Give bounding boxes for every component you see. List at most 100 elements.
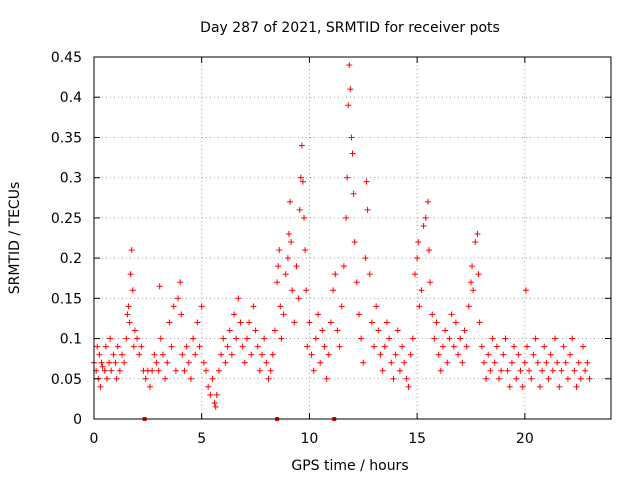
data-point	[190, 335, 197, 342]
data-point	[168, 343, 175, 350]
data-point	[551, 335, 558, 342]
data-point	[315, 311, 322, 318]
data-point	[424, 198, 431, 205]
data-point	[528, 375, 535, 382]
data-point	[327, 319, 334, 326]
x-tick-label: 0	[90, 431, 99, 447]
data-point	[536, 383, 543, 390]
data-point	[571, 367, 578, 374]
data-point	[231, 311, 238, 318]
data-point	[287, 198, 294, 205]
data-point	[301, 214, 308, 221]
data-point	[405, 383, 412, 390]
data-point	[564, 375, 571, 382]
data-point	[142, 375, 149, 382]
y-tick-label: 0.1	[60, 332, 82, 348]
data-point	[218, 351, 225, 358]
data-point	[348, 134, 355, 141]
data-point	[267, 367, 274, 374]
data-point	[350, 190, 357, 197]
data-point	[463, 343, 470, 350]
data-point	[325, 351, 332, 358]
data-point	[198, 303, 205, 310]
data-point	[125, 303, 132, 310]
data-point	[308, 351, 315, 358]
data-point	[306, 319, 313, 326]
data-point	[415, 239, 422, 246]
data-point	[250, 303, 257, 310]
data-point	[248, 351, 255, 358]
data-point	[156, 283, 163, 290]
data-point	[448, 311, 455, 318]
data-point	[213, 391, 220, 398]
data-point	[183, 343, 190, 350]
data-point	[431, 335, 438, 342]
data-point	[515, 351, 522, 358]
data-point	[401, 359, 408, 366]
data-point	[126, 319, 133, 326]
data-point	[346, 62, 353, 69]
y-tick-label: 0.3	[60, 171, 82, 187]
data-point	[575, 359, 582, 366]
chart-title: Day 287 of 2021, SRMTID for receiver pot…	[200, 20, 500, 36]
data-point	[362, 255, 369, 262]
data-point	[452, 319, 459, 326]
data-point	[101, 367, 108, 374]
data-point	[420, 222, 427, 229]
data-point	[113, 375, 120, 382]
data-point	[347, 86, 354, 93]
x-tick-label: 5	[197, 431, 206, 447]
data-point	[433, 319, 440, 326]
data-point	[239, 343, 246, 350]
data-point	[414, 255, 421, 262]
y-tick-label: 0.4	[60, 90, 82, 106]
data-point	[134, 335, 141, 342]
data-point	[323, 375, 330, 382]
data-point	[209, 375, 216, 382]
data-point	[164, 359, 171, 366]
data-point	[469, 263, 476, 270]
data-point	[560, 343, 567, 350]
y-axis-label: SRMTID / TECUs	[7, 182, 23, 295]
data-point	[513, 375, 520, 382]
data-point	[211, 399, 218, 406]
data-point	[379, 367, 386, 374]
data-point	[470, 287, 477, 294]
data-point	[107, 335, 114, 342]
data-point	[303, 287, 310, 294]
data-point	[442, 327, 449, 334]
data-point	[416, 303, 423, 310]
data-point	[280, 311, 287, 318]
data-point	[157, 335, 164, 342]
data-point	[353, 279, 360, 286]
data-point	[259, 351, 266, 358]
data-point	[108, 367, 115, 374]
data-point	[285, 230, 292, 237]
data-point	[465, 303, 472, 310]
data-point	[334, 327, 341, 334]
data-point	[439, 343, 446, 350]
data-point	[364, 206, 371, 213]
data-point	[310, 367, 317, 374]
data-point	[103, 375, 110, 382]
data-point	[295, 295, 302, 302]
data-point	[573, 383, 580, 390]
data-point	[517, 367, 524, 374]
data-point	[493, 343, 500, 350]
data-point	[483, 375, 490, 382]
data-point	[116, 367, 123, 374]
data-point	[427, 279, 434, 286]
data-point	[207, 391, 214, 398]
data-point	[170, 303, 177, 310]
data-point	[124, 311, 131, 318]
data-point	[351, 239, 358, 246]
data-point	[435, 351, 442, 358]
data-point	[179, 351, 186, 358]
data-point	[467, 279, 474, 286]
data-point	[446, 335, 453, 342]
data-point	[192, 351, 199, 358]
data-point	[282, 271, 289, 278]
data-points	[91, 62, 593, 410]
y-tick-label: 0.25	[51, 211, 82, 227]
data-point	[457, 335, 464, 342]
